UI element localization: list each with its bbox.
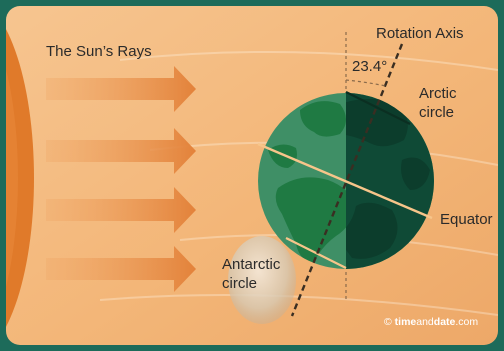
ray-arrow-4 (46, 246, 196, 292)
credit-brand-date: date (434, 316, 456, 328)
rotation-axis-line (290, 43, 404, 317)
arctic-circle-label-line2: circle (419, 104, 454, 121)
ray-arrow-1 (46, 66, 196, 112)
ray-arrow-3 (46, 187, 196, 233)
credit-brand-time: time (395, 316, 417, 328)
credit-text: © timeanddate.com (384, 316, 478, 328)
antarctic-circle-label-line1: Antarctic (222, 256, 281, 273)
arctic-circle-label-line1: Arctic (419, 85, 457, 102)
tilt-angle-arc (345, 79, 387, 87)
suns-rays-label: The Sun’s Rays (46, 43, 152, 60)
arctic-circle-line (345, 91, 411, 125)
ray-arrow-2 (46, 128, 196, 174)
rotation-axis-label: Rotation Axis (376, 25, 464, 42)
antarctic-circle-label-line2: circle (222, 275, 257, 292)
sun-rays (46, 66, 196, 292)
credit-brand-and: and (416, 316, 434, 328)
antarctic-circle-line (285, 237, 347, 269)
moon-icon (228, 236, 296, 324)
equator-line (257, 142, 433, 220)
credit-symbol: © (384, 316, 395, 328)
equator-label: Equator (440, 211, 493, 228)
credit-suffix: .com (455, 316, 478, 328)
tilt-angle-label: 23.4° (352, 58, 387, 75)
